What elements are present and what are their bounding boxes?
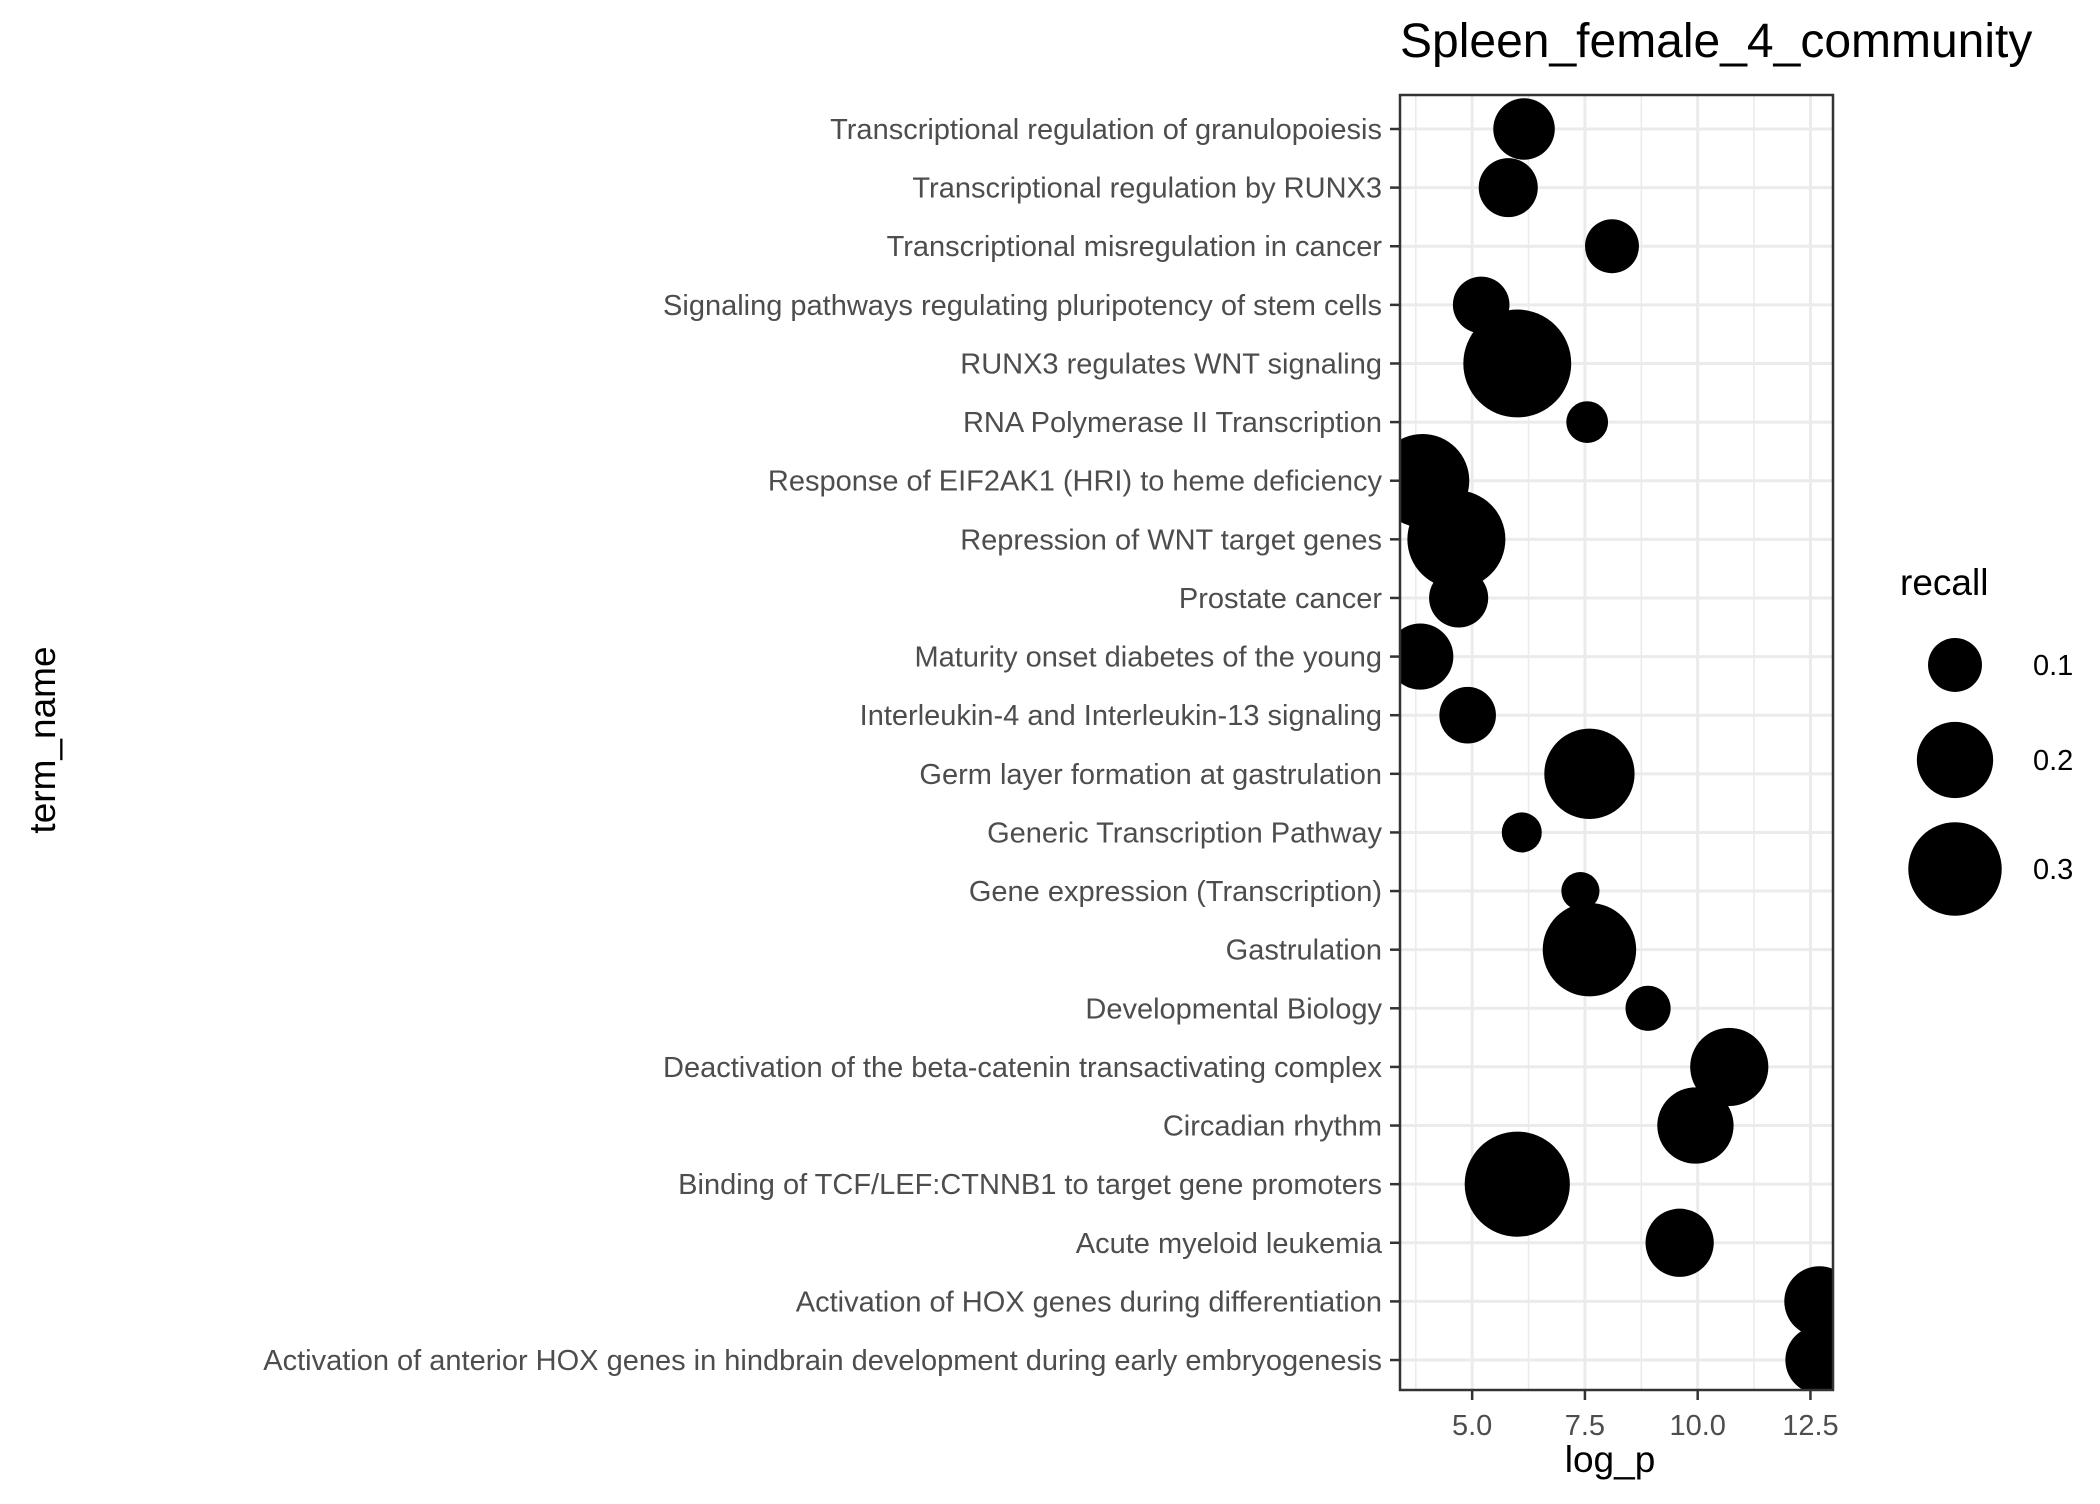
data-point <box>1784 1266 1833 1337</box>
y-tick-label: Developmental Biology <box>1085 993 1382 1025</box>
data-point <box>1690 1027 1769 1107</box>
data-point <box>1542 902 1637 997</box>
data-point <box>1561 871 1600 911</box>
y-tick-label: Gastrulation <box>1226 935 1382 967</box>
data-point <box>1400 623 1454 690</box>
y-tick-label: Transcriptional regulation by RUNX3 <box>912 173 1382 205</box>
y-tick-label: Binding of TCF/LEF:CTNNB1 to target gene… <box>678 1169 1382 1201</box>
legend-label: 0.2 <box>2033 745 2073 777</box>
x-tick-label: 10.0 <box>1669 1410 1725 1442</box>
data-point <box>1501 812 1542 853</box>
y-tick-label: RNA Polymerase II Transcription <box>963 407 1382 439</box>
data-point <box>1544 728 1635 819</box>
y-tick-label: Deactivation of the beta-catenin transac… <box>663 1052 1382 1084</box>
data-point <box>1645 1208 1714 1277</box>
y-axis: Transcriptional regulation of granulopoi… <box>263 114 1400 1377</box>
x-axis-title: log_p <box>1565 1439 1656 1480</box>
y-tick-label: Repression of WNT target genes <box>960 524 1382 556</box>
data-point <box>1493 98 1555 160</box>
y-tick-label: RUNX3 regulates WNT signaling <box>960 348 1382 380</box>
data-point <box>1464 1131 1570 1237</box>
data-point <box>1429 568 1489 628</box>
y-tick-label: Acute myeloid leukemia <box>1076 1228 1383 1260</box>
panel-border <box>1398 93 1835 1392</box>
legend-label: 0.3 <box>2033 854 2073 886</box>
data-point <box>1463 309 1572 418</box>
x-tick-label: 5.0 <box>1452 1410 1492 1442</box>
legend-title: recall <box>1900 562 1988 603</box>
legend-key-circle <box>1908 822 2002 916</box>
legend-key-circle <box>1928 638 1982 692</box>
data-point <box>1625 985 1671 1031</box>
panel-border-layer <box>1398 93 1835 1392</box>
y-tick-label: Response of EIF2AK1 (HRI) to heme defici… <box>768 466 1383 498</box>
data-point <box>1785 1325 1833 1390</box>
y-tick-label: Transcriptional regulation of granulopoi… <box>830 114 1382 146</box>
y-tick-label: Transcriptional misregulation in cancer <box>887 231 1383 263</box>
points-layer <box>1400 98 1833 1390</box>
x-tick-label: 12.5 <box>1782 1410 1838 1442</box>
legend-label: 0.1 <box>2033 650 2073 682</box>
chart-title: Spleen_female_4_community <box>1400 15 2032 68</box>
y-tick-label: Interleukin-4 and Interleukin-13 signali… <box>860 700 1382 732</box>
y-tick-label: Gene expression (Transcription) <box>969 876 1382 908</box>
y-tick-label: Circadian rhythm <box>1163 1111 1382 1143</box>
legend: recall 0.1 0.2 0.3 <box>1900 562 2073 916</box>
y-tick-label: Activation of HOX genes during different… <box>796 1286 1382 1318</box>
data-point <box>1439 686 1496 744</box>
y-tick-label: Prostate cancer <box>1179 583 1382 615</box>
data-point <box>1585 219 1639 274</box>
legend-key-circle <box>1916 721 1994 799</box>
y-axis-title: term_name <box>22 646 63 833</box>
y-tick-label: Germ layer formation at gastrulation <box>919 759 1382 791</box>
data-point <box>1407 490 1506 589</box>
data-point <box>1657 1087 1734 1164</box>
data-point <box>1478 158 1538 218</box>
data-point <box>1566 401 1609 443</box>
y-tick-label: Activation of anterior HOX genes in hind… <box>263 1345 1382 1377</box>
x-axis: 5.0 7.5 10.0 12.5 <box>1452 1390 1839 1442</box>
y-tick-label: Maturity onset diabetes of the young <box>914 642 1382 674</box>
y-tick-label: Generic Transcription Pathway <box>987 817 1382 849</box>
y-tick-label: Signaling pathways regulating pluripoten… <box>663 290 1382 322</box>
x-tick-label: 7.5 <box>1565 1410 1605 1442</box>
